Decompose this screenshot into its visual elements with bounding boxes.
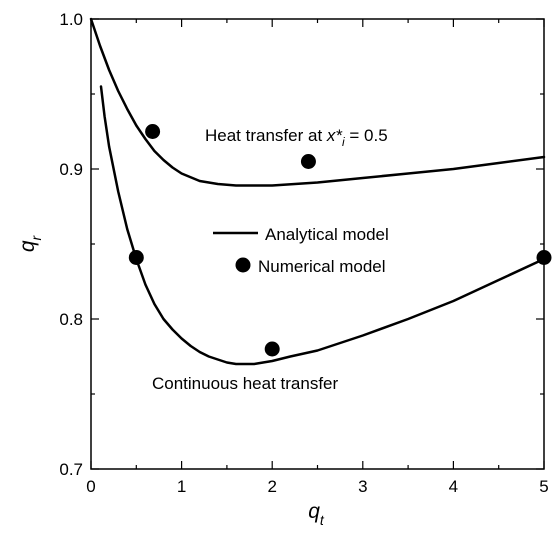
- analytical-curve-2: [99, 85, 546, 366]
- y-tick-label: 0.7: [59, 460, 83, 479]
- numerical-point-2: [300, 154, 316, 169]
- numerical-point-4: [264, 341, 280, 357]
- plot-frame: [90, 18, 545, 470]
- x-tick-label: 1: [177, 477, 186, 496]
- legend: Analytical model Numerical model: [213, 225, 389, 276]
- analytical-curve-1: [89, 17, 546, 187]
- y-tick-labels: 0.7 0.8 0.9 1.0: [59, 10, 83, 479]
- analytical-curves: [89, 17, 546, 366]
- axis-ticks: [90, 18, 545, 470]
- numerical-points: [128, 124, 552, 357]
- x-tick-label: 3: [358, 477, 367, 496]
- x-tick-labels: 0 1 2 3 4 5: [86, 477, 548, 496]
- annotation-continuous-heat-transfer: Continuous heat transfer: [152, 374, 339, 393]
- numerical-point-1: [145, 124, 161, 139]
- y-tick-label: 1.0: [59, 10, 83, 29]
- legend-circle-marker: [235, 257, 251, 273]
- numerical-point-5: [536, 250, 552, 265]
- x-tick-label: 4: [449, 477, 458, 496]
- numerical-point-3: [128, 250, 144, 265]
- y-axis-label: qr: [16, 234, 44, 252]
- x-tick-label: 0: [86, 477, 95, 496]
- legend-label-numerical: Numerical model: [258, 257, 386, 276]
- annotation-heat-transfer-half: Heat transfer at x*i = 0.5: [205, 126, 388, 149]
- x-tick-label: 5: [539, 477, 548, 496]
- y-tick-label: 0.9: [59, 160, 83, 179]
- x-tick-label: 2: [267, 477, 276, 496]
- x-axis-label: qt: [308, 500, 325, 528]
- legend-label-analytical: Analytical model: [265, 225, 389, 244]
- y-tick-label: 0.8: [59, 310, 83, 329]
